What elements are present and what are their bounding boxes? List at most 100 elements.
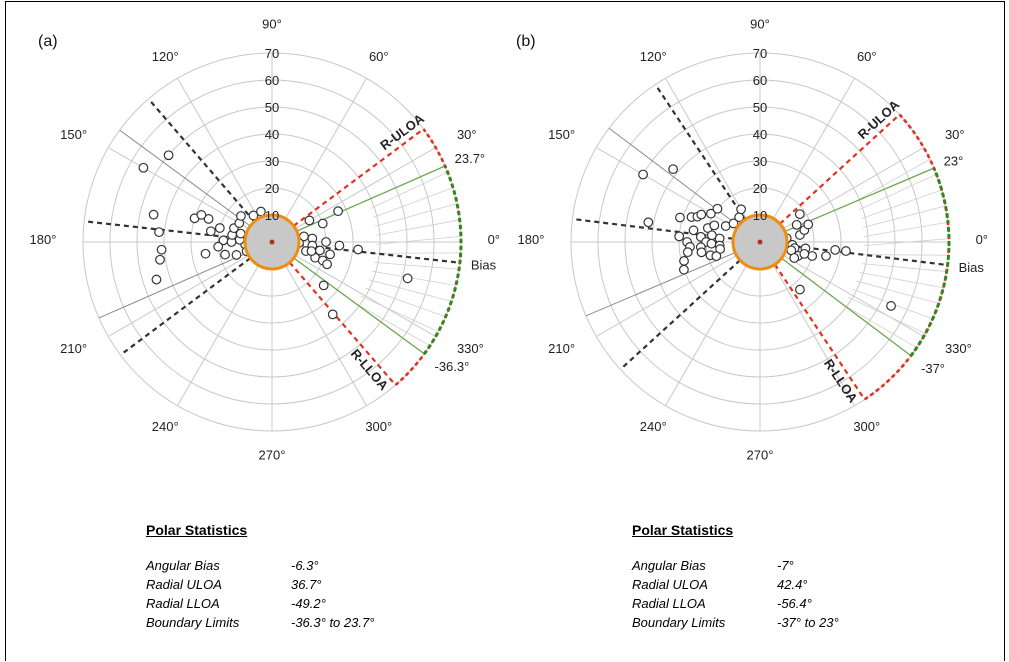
data-point [155, 254, 165, 265]
stats-row: Radial ULOA 36.7° [146, 575, 451, 594]
stats-row: Angular Bias -7° [632, 556, 937, 575]
stats-key: Radial LLOA [146, 596, 220, 611]
data-point [304, 215, 315, 226]
data-point [643, 217, 654, 228]
hatch-line [859, 271, 944, 289]
angle-label: 240° [152, 419, 179, 434]
grid-spoke [271, 78, 367, 243]
data-point [235, 228, 246, 239]
boundary-arc [909, 167, 951, 357]
data-point [402, 273, 413, 284]
data-point [214, 223, 225, 233]
bias-label: Bias [471, 257, 497, 272]
grid-spoke [271, 147, 436, 243]
data-point [353, 244, 363, 255]
center-marker [269, 239, 275, 245]
angle-label: 270° [747, 448, 774, 463]
data-point [151, 274, 162, 285]
data-point [736, 204, 746, 215]
stats-row: Boundary Limits -36.3° to 23.7° [146, 613, 451, 632]
radial-tick-label: 50 [753, 100, 767, 115]
hatch-line [858, 173, 937, 211]
hatch-line [374, 203, 458, 227]
boundary-ray [759, 241, 912, 357]
grid-spoke [665, 78, 761, 243]
hatch-line [375, 219, 460, 236]
data-point [728, 218, 739, 229]
radial-tick-label: 10 [265, 208, 279, 223]
stats-key: Boundary Limits [146, 615, 240, 630]
hatch-line [842, 304, 917, 349]
data-point [841, 246, 851, 256]
lower-boundary-label: -36.3° [435, 359, 470, 374]
data-point [679, 256, 689, 266]
hatch-line [355, 303, 431, 347]
data-point [200, 248, 211, 259]
radial-tick-label: 50 [265, 100, 279, 115]
panel-label: (a) [38, 33, 58, 50]
grid-spoke [759, 241, 855, 406]
angle-label: 150° [548, 127, 575, 142]
data-point [705, 208, 716, 219]
stats-value: -37° to 23° [777, 615, 839, 630]
angle-label: 180° [518, 232, 545, 247]
grid-spoke [759, 147, 924, 243]
bias-line [271, 240, 460, 264]
hatch-line [365, 287, 446, 318]
data-point [248, 210, 259, 221]
angle-label: 120° [640, 49, 667, 64]
grid-spoke [759, 78, 855, 243]
data-point [799, 248, 810, 259]
angle-label: 90° [750, 16, 770, 31]
data-point [148, 209, 159, 220]
stats-value: -7° [777, 558, 794, 573]
data-point [333, 206, 343, 217]
hatch-line [370, 171, 448, 210]
radial-tick-label: 70 [753, 46, 767, 61]
radial-tick-label: 20 [265, 181, 279, 196]
data-point [706, 230, 717, 241]
angle-label: 300° [365, 419, 392, 434]
stats-row: Boundary Limits -37° to 23° [632, 613, 937, 632]
stats-row: Radial LLOA -56.4° [632, 594, 937, 613]
stats-key: Radial LLOA [632, 596, 706, 611]
angle-label: 210° [548, 341, 575, 356]
hatch-line [863, 238, 950, 247]
hatch-line [861, 189, 942, 219]
grid-spoke [271, 241, 367, 406]
lloa-label: R-LLOA [348, 346, 392, 393]
boundary-ray [759, 167, 935, 243]
stats-key: Radial ULOA [146, 577, 222, 592]
data-point [156, 244, 167, 255]
data-point [709, 220, 720, 231]
boundary-opposite-ray [119, 129, 273, 243]
angle-label: 60° [857, 49, 877, 64]
data-point [682, 247, 693, 258]
data-point [803, 219, 814, 230]
radial-tick-label: 70 [265, 46, 279, 61]
stats-key: Angular Bias [146, 558, 220, 573]
data-point [794, 209, 805, 220]
angle-label: 240° [640, 419, 667, 434]
data-point [638, 169, 648, 180]
loa-ray [759, 241, 866, 401]
stats-key: Radial ULOA [632, 577, 708, 592]
polar-panel-b: (b) 10 20 30 40 50 60 70 0° 30° 60° 90° 120° 150° 180°… [516, 16, 988, 462]
hatch-line [862, 205, 946, 228]
loa-ray [271, 128, 425, 243]
stats-value: -56.4° [777, 596, 812, 611]
data-point [334, 240, 345, 251]
data-point [668, 164, 679, 175]
grid-spoke [271, 241, 436, 337]
boundary-opposite-ray [585, 241, 761, 317]
data-point [236, 211, 246, 221]
angle-label: 330° [457, 341, 484, 356]
stats-value: 36.7° [291, 577, 322, 592]
data-point [205, 226, 216, 237]
upper-boundary-label: 23.7° [455, 151, 486, 166]
stats-row: Radial LLOA -49.2° [146, 594, 451, 613]
data-point [306, 246, 317, 257]
radial-tick-label: 60 [753, 73, 767, 88]
stats-value: 42.4° [777, 577, 808, 592]
angle-label: 30° [457, 127, 477, 142]
